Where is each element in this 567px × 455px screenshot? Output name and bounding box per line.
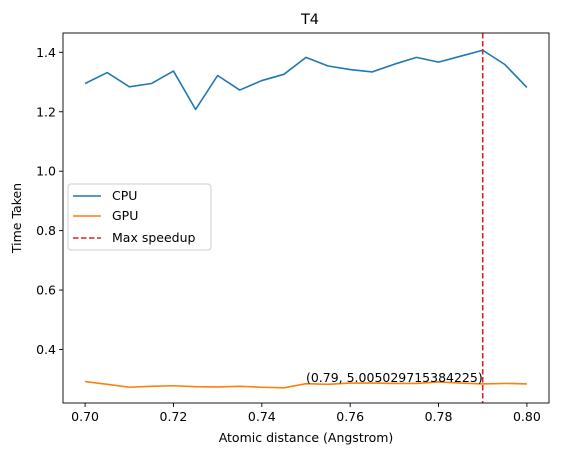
series-line-gpu bbox=[84, 380, 527, 389]
plot-frame bbox=[62, 32, 550, 404]
x-tick-label: 0.70 bbox=[71, 409, 99, 424]
y-axis-label: Time Taken bbox=[9, 183, 24, 254]
y-tick-label: 0.6 bbox=[36, 283, 56, 298]
x-tick-label: 0.76 bbox=[336, 409, 364, 424]
y-tick-label: 1.2 bbox=[36, 104, 56, 119]
chart-title: T4 bbox=[300, 12, 319, 28]
series-line-cpu bbox=[84, 49, 528, 111]
legend-label-cpu: CPU bbox=[112, 188, 137, 203]
x-tick-label: 0.80 bbox=[513, 409, 541, 424]
y-axis-ticks: 0.4 0.6 0.8 1.0 1.2 1.4 bbox=[36, 45, 63, 357]
y-tick-label: 1.0 bbox=[36, 164, 56, 179]
y-tick-label: 0.8 bbox=[36, 223, 56, 238]
max-speedup-annotation: (0.79, 5.005029715384225) bbox=[306, 370, 483, 385]
legend-label-gpu: GPU bbox=[112, 208, 138, 223]
legend-label-max-speedup: Max speedup bbox=[112, 230, 196, 245]
x-tick-label: 0.78 bbox=[425, 409, 453, 424]
x-tick-label: 0.72 bbox=[160, 409, 188, 424]
x-axis-ticks: 0.70 0.72 0.74 0.76 0.78 0.80 bbox=[71, 403, 541, 424]
y-tick-label: 0.4 bbox=[36, 342, 56, 357]
x-axis-label: Atomic distance (Angstrom) bbox=[219, 430, 394, 445]
annotation-group: (0.79, 5.005029715384225) bbox=[306, 370, 483, 385]
plot-lines bbox=[84, 49, 528, 389]
legend: CPU GPU Max speedup bbox=[67, 183, 212, 251]
x-tick-label: 0.74 bbox=[248, 409, 276, 424]
legend-box bbox=[67, 183, 212, 251]
y-tick-label: 1.4 bbox=[36, 45, 56, 60]
